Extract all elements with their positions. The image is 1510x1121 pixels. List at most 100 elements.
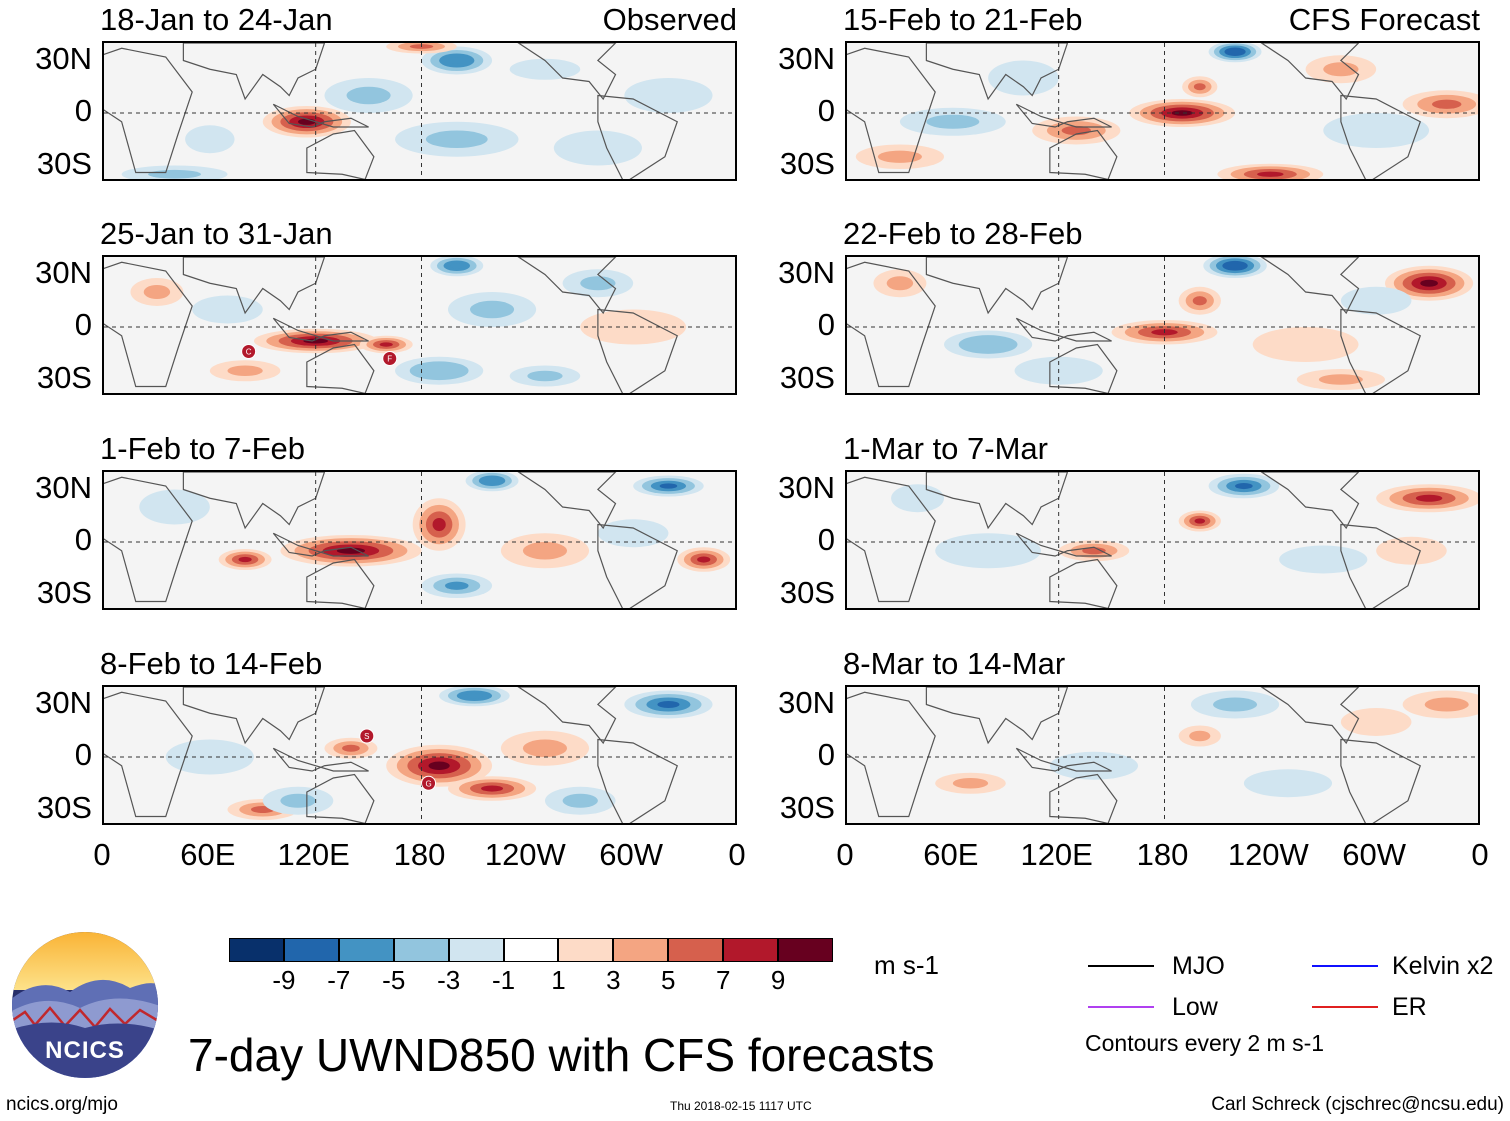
contour-note: Contours every 2 m s-1 [1085, 1030, 1325, 1056]
anomaly-cell-observed-2-1-3 [432, 517, 446, 532]
y-tick-label-observed-1-1: 0 [74, 307, 92, 342]
x-tick-label-forecast-2: 120E [1020, 837, 1093, 872]
x-tick-label-forecast-1: 60E [923, 837, 979, 872]
x-tick-label-forecast-6: 0 [1471, 837, 1489, 872]
anomaly-cell-forecast-1-3-4 [1420, 279, 1438, 287]
coastline-forecast-0-2 [1049, 129, 1118, 179]
coastline-forecast-2-4 [1260, 472, 1360, 530]
coastline-forecast-0-4 [1260, 43, 1360, 101]
panel-title-forecast-3: 8-Mar to 14-Mar [843, 646, 1066, 681]
footer-author: Carl Schreck (cjschrec@ncsu.edu) [1211, 1094, 1504, 1115]
coastline-observed-3-1 [182, 687, 326, 745]
x-tick-label-observed-5: 60W [599, 837, 664, 872]
y-tick-label-forecast-3-0: 30N [778, 684, 835, 720]
colorbar-label-8: 7 [715, 965, 731, 995]
anomaly-cell-forecast-0-3-3 [1257, 171, 1284, 177]
coastline-forecast-1-0 [847, 261, 936, 388]
storm-marker-observed-1-0: C [241, 344, 257, 359]
anomaly-cell-observed-0-2-1 [346, 86, 391, 105]
logo-text: NCICS [45, 1037, 125, 1064]
anomaly-cell-observed-3-4-3 [657, 701, 680, 708]
legend-line-mjo [1088, 965, 1154, 967]
coastline-forecast-1-3 [1340, 308, 1422, 393]
anomaly-cell-observed-1-9-1 [527, 370, 563, 382]
anomaly-cell-forecast-0-8-1 [1323, 62, 1359, 77]
panel-tag-observed: Observed [602, 2, 737, 37]
x-tick-label-observed-0: 0 [93, 837, 111, 872]
footer-timestamp: Thu 2018-02-15 1117 UTC [670, 1099, 812, 1113]
colorbar-swatch-8 [668, 938, 724, 962]
coastline-forecast-3-3 [1340, 738, 1422, 823]
panel-tag-forecast: CFS Forecast [1288, 2, 1480, 37]
y-tick-label-forecast-2-1: 0 [817, 522, 835, 557]
anomaly-cell-forecast-1-2-4 [1228, 263, 1242, 269]
x-tick-label-observed-4: 120W [484, 837, 566, 872]
map-panel-observed-0 [102, 41, 737, 181]
y-tick-label-forecast-3-1: 0 [817, 737, 835, 772]
coastline-observed-0-3 [597, 94, 679, 179]
colorbar-swatch-7 [613, 938, 669, 962]
anomaly-cell-forecast-1-5-1 [886, 276, 914, 291]
storm-label-observed-1-0: C [246, 348, 252, 357]
colorbar-swatch-4 [448, 938, 504, 962]
y-tick-label-observed-3-0: 30N [35, 684, 92, 720]
coastline-forecast-2-5 [1015, 532, 1112, 557]
anomaly-cell-forecast-3-1-1 [1213, 697, 1258, 712]
legend-label-low: Low [1172, 993, 1218, 1021]
anomaly-cell-forecast-3-3-1 [952, 778, 989, 789]
panel-title-observed-0: 18-Jan to 24-Jan [100, 2, 333, 37]
coastline-forecast-1-4 [1260, 257, 1360, 315]
y-tick-label-observed-3-2: 30S [36, 789, 92, 825]
anomaly-cell-forecast-0-5-1 [926, 114, 980, 129]
colorbar-label-4: -1 [491, 965, 516, 995]
colorbar-swatch-1 [283, 938, 339, 962]
legend-label-er: ER [1392, 993, 1427, 1021]
anomaly-cell-observed-2-6-2 [445, 581, 469, 590]
legend-line-kelvin [1312, 965, 1378, 967]
anomaly-cell-observed-2-2-3 [238, 556, 252, 563]
legend-line-low [1088, 1006, 1154, 1008]
coastline-forecast-3-5 [1015, 747, 1112, 772]
anomaly-cell-observed-0-8-1 [527, 64, 563, 75]
coastline-observed-3-4 [517, 687, 617, 745]
y-tick-label-observed-2-0: 30N [35, 469, 92, 505]
map-panel-forecast-1 [845, 255, 1480, 395]
anomaly-cell-forecast-0-10-1 [877, 150, 922, 163]
colorbar-label-1: -7 [327, 965, 351, 995]
storm-marker-observed-3-0: S [359, 728, 375, 744]
anomaly-cell-observed-1-6-1 [580, 276, 616, 291]
anomaly-cell-observed-1-5-2 [424, 366, 454, 376]
coastline-forecast-0-5 [1015, 103, 1112, 128]
y-tick-label-forecast-3-2: 30S [779, 789, 835, 825]
anomaly-cell-observed-0-1-1 [197, 132, 223, 147]
colorbar-swatch-6 [558, 938, 614, 962]
anomaly-cell-forecast-2-1-3 [1235, 482, 1253, 490]
x-tick-label-forecast-3: 180 [1136, 837, 1189, 872]
y-tick-label-forecast-0-2: 30S [779, 145, 835, 181]
footer-url: ncics.org/mjo [6, 1094, 118, 1115]
coastline-observed-0-4 [517, 43, 617, 101]
anomaly-cell-forecast-1-8-0 [1340, 286, 1412, 315]
colorbar-label-0: -9 [272, 965, 296, 995]
panel-title-forecast-0: 15-Feb to 21-Feb [843, 2, 1083, 37]
panel-title-observed-3: 8-Feb to 14-Feb [100, 646, 323, 681]
colorbar-label-3: -3 [437, 965, 461, 995]
anomaly-cell-forecast-0-6-2 [1432, 99, 1462, 109]
anomaly-cell-forecast-2-6-0 [1376, 536, 1447, 565]
x-tick-label-forecast-5: 60W [1342, 837, 1407, 872]
panel-title-observed-2: 1-Feb to 7-Feb [100, 431, 306, 466]
coastline-observed-1-4 [517, 257, 617, 315]
y-tick-label-forecast-1-1: 0 [817, 307, 835, 342]
anomaly-cell-forecast-3-2-1 [1424, 697, 1469, 712]
colorbar-swatch-5 [503, 938, 559, 962]
anomaly-cell-forecast-1-7-0 [1252, 327, 1359, 362]
anomaly-cell-observed-3-0-4 [428, 761, 450, 770]
anomaly-cell-forecast-3-4-0 [1049, 751, 1139, 780]
coastline-observed-2-4 [517, 472, 617, 530]
coastline-observed-1-2 [306, 343, 375, 393]
y-tick-label-observed-0-2: 30S [36, 145, 92, 181]
x-tick-label-observed-6: 0 [728, 837, 746, 872]
coastline-observed-1-0 [104, 261, 193, 388]
coastline-observed-2-1 [182, 472, 326, 530]
anomaly-cell-forecast-2-2-3 [1415, 494, 1443, 502]
